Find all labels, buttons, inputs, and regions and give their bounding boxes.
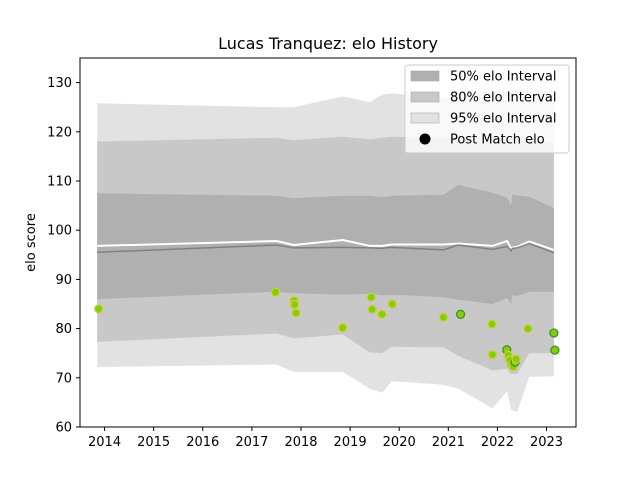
y-tick-label: 110 xyxy=(47,175,72,190)
legend-marker xyxy=(419,133,431,145)
y-axis: 60 70 80 90 100 110 120 130 xyxy=(47,76,80,436)
post-match-point xyxy=(438,312,449,322)
legend-frame xyxy=(404,64,570,154)
x-tick-label: 2014 xyxy=(88,435,121,450)
x-tick-label: 2020 xyxy=(383,435,416,450)
x-tick-label: 2015 xyxy=(137,435,170,450)
post-match-point xyxy=(291,308,301,318)
legend-label: 50% elo Interval xyxy=(450,70,557,85)
legend-swatch xyxy=(410,70,440,82)
x-tick-label: 2017 xyxy=(235,435,268,450)
legend-swatch xyxy=(410,91,440,103)
plot-area xyxy=(79,57,577,428)
legend-label: 95% elo Interval xyxy=(450,112,557,127)
post-match-point xyxy=(511,354,521,364)
legend-label: 80% elo Interval xyxy=(450,91,557,106)
post-match-point xyxy=(377,309,387,319)
y-tick-label: 120 xyxy=(47,125,72,140)
y-tick-label: 90 xyxy=(55,273,72,288)
y-tick-label: 60 xyxy=(55,421,72,436)
post-match-points xyxy=(94,287,560,372)
post-match-point xyxy=(550,345,560,355)
x-tick-label: 2023 xyxy=(530,435,563,450)
legend: 50% elo Interval 80% elo Interval 95% elo … xyxy=(404,64,570,154)
post-match-point xyxy=(455,309,466,319)
x-tick-label: 2018 xyxy=(284,435,317,450)
median-elo-line xyxy=(97,242,555,254)
post-match-point xyxy=(487,319,497,329)
post-match-point xyxy=(366,292,376,302)
y-tick-label: 130 xyxy=(47,76,72,91)
post-match-point xyxy=(289,299,300,310)
post-match-point xyxy=(338,322,348,333)
post-match-point xyxy=(270,287,281,297)
x-tick-label: 2021 xyxy=(432,435,465,450)
post-match-point xyxy=(487,350,498,360)
post-match-point xyxy=(94,304,104,314)
plot-frame xyxy=(79,57,577,428)
x-tick-label: 2022 xyxy=(481,435,514,450)
x-tick-label: 2016 xyxy=(186,435,219,450)
legend-label: Post Match elo xyxy=(450,133,545,148)
y-tick-label: 100 xyxy=(47,224,72,239)
y-tick-label: 70 xyxy=(55,371,72,386)
post-match-point xyxy=(387,299,397,309)
post-match-point xyxy=(523,323,533,334)
legend-items: 50% elo Interval 80% elo Interval 95% elo … xyxy=(410,70,557,148)
x-tick-label: 2019 xyxy=(334,435,367,450)
y-tick-label: 80 xyxy=(55,322,72,337)
x-axis: 2014 2015 2016 2017 2018 2019 2020 2021 2022 2023 xyxy=(88,427,563,450)
post-match-point xyxy=(367,304,377,315)
y-axis-label: elo score xyxy=(24,213,39,272)
band-50 xyxy=(97,184,554,304)
post-match-point xyxy=(549,328,559,338)
trend-lines xyxy=(97,238,555,254)
chart-title: Lucas Tranquez: elo History xyxy=(218,34,438,53)
legend-swatch xyxy=(410,112,440,124)
mean-elo-line xyxy=(97,238,555,251)
